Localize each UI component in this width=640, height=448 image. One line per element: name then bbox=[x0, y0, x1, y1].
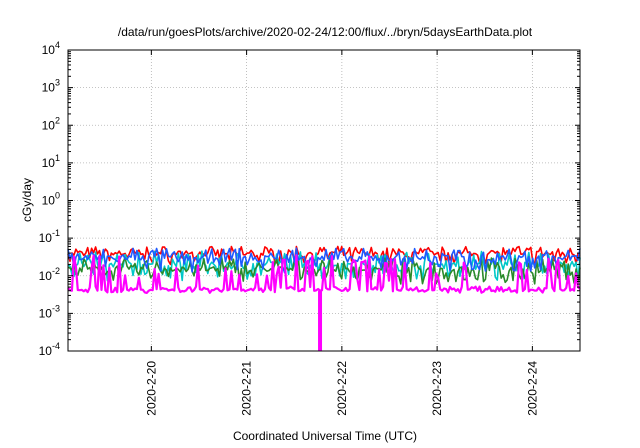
y-tick-label: 10-4 bbox=[39, 341, 60, 358]
x-axis-label: Coordinated Universal Time (UTC) bbox=[233, 429, 417, 443]
y-tick-label: 10-3 bbox=[39, 303, 60, 320]
y-tick-label: 10-1 bbox=[39, 228, 60, 245]
x-tick-label: 2020-2-21 bbox=[240, 361, 254, 416]
y-tick-label: 103 bbox=[42, 78, 60, 95]
y-axis-label: cGy/day bbox=[20, 178, 34, 222]
y-tick-label: 100 bbox=[42, 191, 60, 208]
y-tick-label: 102 bbox=[42, 115, 60, 132]
x-tick-label: 2020-2-24 bbox=[525, 361, 539, 416]
data-series-line bbox=[67, 254, 581, 294]
axes: 10-4 10-3 10-2 10-1 100 101 102 103 104 2020-2-20… bbox=[39, 40, 580, 416]
data-series-line bbox=[67, 247, 581, 274]
chart-title: /data/run/goesPlots/archive/2020-02-24/1… bbox=[118, 25, 533, 39]
x-tick-label: 2020-2-23 bbox=[430, 361, 444, 416]
y-tick-label: 104 bbox=[42, 40, 60, 57]
y-tick-label: 101 bbox=[42, 153, 60, 170]
y-tick-label: 10-2 bbox=[39, 266, 60, 283]
series-group bbox=[67, 245, 581, 351]
x-tick-label: 2020-2-20 bbox=[144, 361, 158, 416]
x-tick-label: 2020-2-22 bbox=[335, 361, 349, 416]
grid bbox=[68, 49, 580, 352]
